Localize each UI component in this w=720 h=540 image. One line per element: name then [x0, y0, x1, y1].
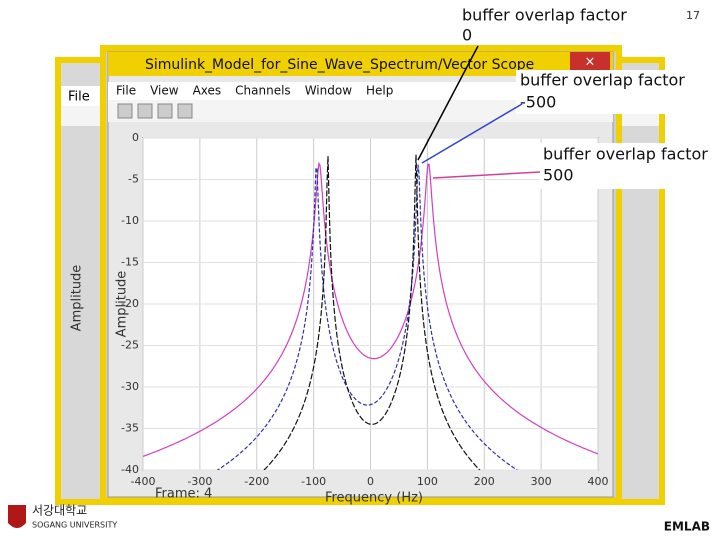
- annotation-text: buffer overlap factor: [520, 71, 685, 90]
- arrow: [432, 171, 541, 179]
- annotation: buffer overlap factor 500: [432, 143, 715, 189]
- university-kr: 서강대학교: [32, 504, 87, 518]
- lab-name: EMLAB: [664, 520, 710, 534]
- y-tick-label: -25: [121, 339, 139, 352]
- y-tick-label: -5: [128, 173, 139, 186]
- menu-item[interactable]: Channels: [235, 84, 291, 98]
- trace: [143, 161, 598, 457]
- x-tick-label: 0: [367, 475, 374, 488]
- annotation-text: buffer overlap factor: [543, 145, 708, 164]
- x-tick-label: -400: [131, 475, 156, 488]
- x-tick-label: -200: [244, 475, 269, 488]
- annotation: buffer overlap factor 0: [417, 6, 627, 161]
- annotation: buffer overlap factor -500: [421, 70, 696, 164]
- annotation-text: 500: [543, 166, 574, 185]
- annotation-text: buffer overlap factor: [462, 6, 627, 25]
- y-tick-label: -40: [121, 463, 139, 476]
- tool-icon[interactable]: [137, 103, 153, 119]
- tool-icon[interactable]: [117, 103, 133, 119]
- annotation-bg: [516, 70, 696, 114]
- back-menu-item[interactable]: File: [68, 90, 90, 105]
- y-tick-label: -15: [121, 256, 139, 269]
- x-tick-label: 100: [417, 475, 438, 488]
- university-logo: [8, 505, 26, 528]
- menu: File View Axes Channels Window Help: [116, 84, 393, 98]
- window-title: Simulink_Model_for_Sine_Wave_Spectrum/Ve…: [145, 57, 534, 73]
- slide-number: 17: [686, 9, 700, 22]
- menu-item[interactable]: File: [116, 84, 136, 98]
- arrow: [417, 45, 479, 161]
- annotation-text: 0: [462, 26, 472, 45]
- x-tick-label: 200: [474, 475, 495, 488]
- tool-icon[interactable]: [157, 103, 173, 119]
- arrow: [421, 103, 523, 164]
- toolbar: [108, 100, 613, 122]
- x-tick-label: 300: [531, 475, 552, 488]
- annotation-text: -500: [520, 93, 556, 112]
- frame-label: Frame: 4: [155, 487, 212, 502]
- y-tick-label: -20: [121, 297, 139, 310]
- back-ylabel: Amplitude: [70, 265, 85, 332]
- annotation-bg: [540, 143, 715, 189]
- y-tick-label: 0: [132, 131, 139, 144]
- close-button[interactable]: [570, 52, 610, 72]
- curves: [143, 154, 598, 470]
- trace: [263, 154, 481, 470]
- close-icon[interactable]: ×: [585, 55, 596, 70]
- xlabel: Frequency (Hz): [325, 491, 423, 506]
- ylabel: Amplitude: [115, 271, 130, 338]
- y-tick-label: -10: [121, 214, 139, 227]
- tool-icon[interactable]: [177, 103, 193, 119]
- x-tick-label: -100: [301, 475, 326, 488]
- menu-bar: [108, 82, 613, 100]
- x-tick-label: 400: [588, 475, 609, 488]
- x-tick-label: -300: [187, 475, 212, 488]
- y-tick-label: -35: [121, 422, 139, 435]
- trace: [216, 164, 519, 470]
- university-en: SOGANG UNIVERSITY: [32, 521, 117, 530]
- menu-item[interactable]: Window: [305, 84, 353, 98]
- menu-item[interactable]: Axes: [193, 84, 222, 98]
- menu-item[interactable]: Help: [366, 84, 393, 98]
- menu-item[interactable]: View: [150, 84, 179, 98]
- y-tick-label: -30: [121, 380, 139, 393]
